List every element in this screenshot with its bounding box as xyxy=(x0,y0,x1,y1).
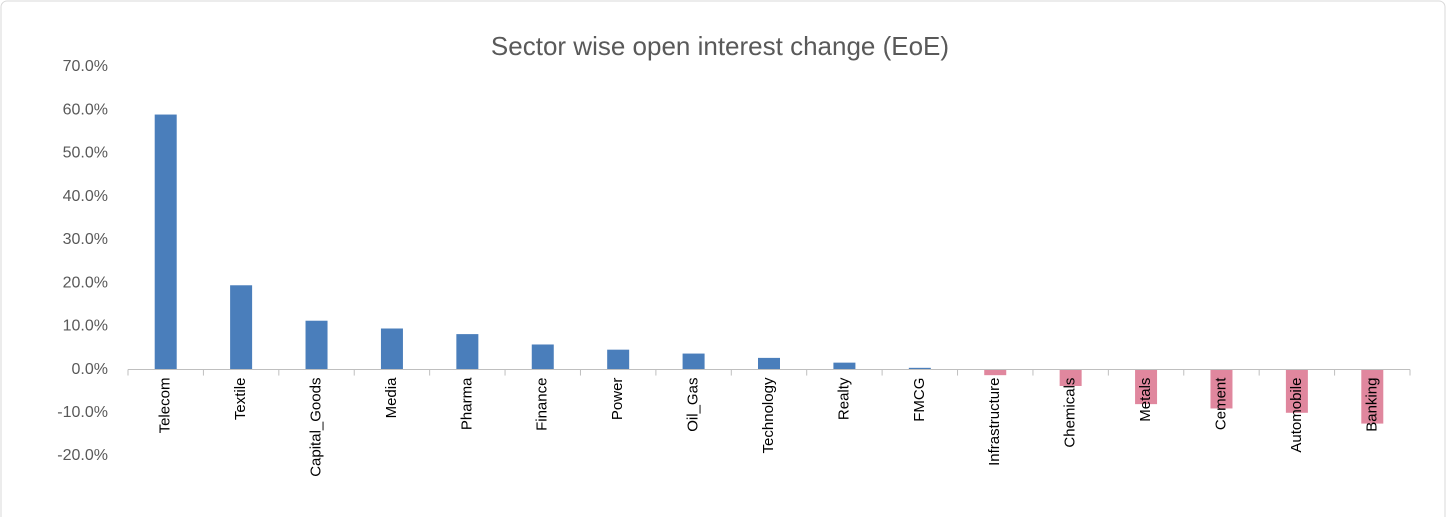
bar xyxy=(1135,369,1158,405)
bar xyxy=(1361,369,1384,424)
x-tick-label: Metals xyxy=(1137,378,1154,422)
x-tick-label: Telecom xyxy=(157,378,174,434)
x-tick-label: Automobile xyxy=(1288,378,1305,453)
y-tick-label: -20.0% xyxy=(57,447,108,464)
y-tick-label: 40.0% xyxy=(63,188,108,205)
x-tick-label: Oil_Gas xyxy=(685,378,702,432)
x-tick-label: Media xyxy=(383,377,400,419)
x-tick-label: Infrastructure xyxy=(986,378,1003,466)
bar xyxy=(984,369,1007,376)
y-tick-label: 20.0% xyxy=(63,274,108,291)
bar xyxy=(1210,369,1233,409)
bar xyxy=(1285,369,1308,413)
y-tick-label: 0.0% xyxy=(72,361,108,378)
y-tick-label: 60.0% xyxy=(63,101,108,118)
bar xyxy=(531,344,554,370)
bar xyxy=(758,357,780,370)
bar xyxy=(230,285,253,370)
y-tick-label: -10.0% xyxy=(57,404,108,421)
y-tick-label: 30.0% xyxy=(63,231,108,248)
bar xyxy=(908,367,931,370)
x-tick-label: Banking xyxy=(1363,378,1380,432)
x-tick-label: FMCG xyxy=(911,378,928,422)
y-tick-label: 50.0% xyxy=(63,145,108,162)
x-tick-label: Power xyxy=(609,378,626,421)
x-tick-label: Realty xyxy=(835,377,852,420)
chart-title: Sector wise open interest change (EoE) xyxy=(491,31,949,61)
x-tick-label: Finance xyxy=(534,378,551,431)
y-tick-label: 70.0% xyxy=(63,58,108,75)
bar xyxy=(305,320,328,370)
bar xyxy=(154,114,177,370)
bar xyxy=(682,353,705,370)
x-tick-label: Pharma xyxy=(458,377,475,430)
bar xyxy=(380,328,403,370)
bar xyxy=(833,362,856,370)
x-tick-label: Technology xyxy=(760,377,777,453)
x-tick-label: Capital_Goods xyxy=(307,378,324,477)
bar xyxy=(607,349,630,370)
x-tick-label: Textile xyxy=(232,378,249,421)
y-tick-label: 10.0% xyxy=(63,318,108,335)
x-tick-label: Chemicals xyxy=(1062,378,1079,448)
bar xyxy=(1059,369,1082,386)
x-tick-label: Cement xyxy=(1212,377,1229,430)
bar xyxy=(456,334,479,370)
